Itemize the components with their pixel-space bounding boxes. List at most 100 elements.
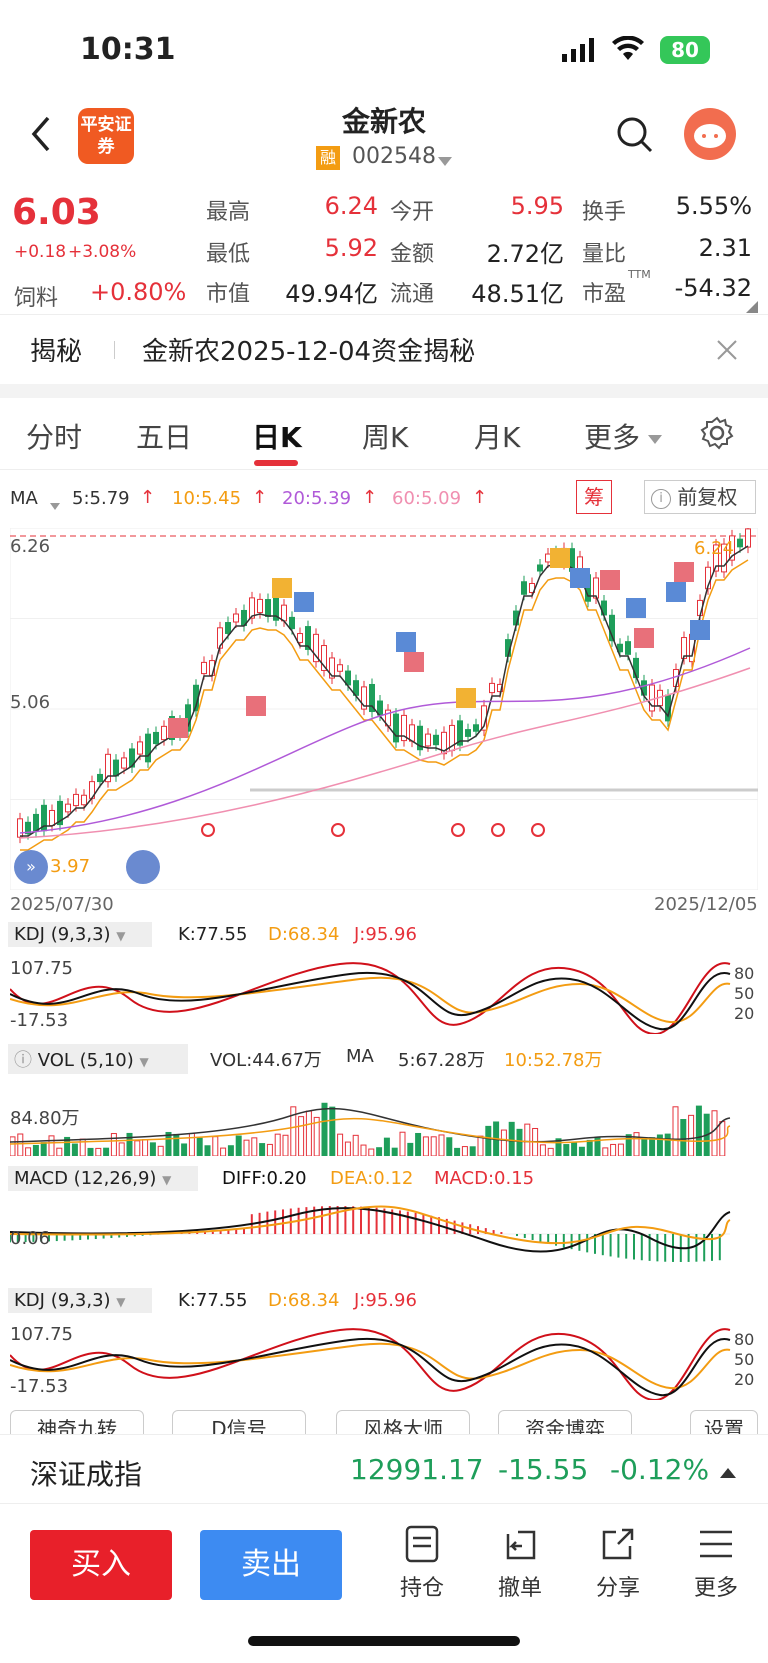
volume-bar bbox=[352, 1134, 359, 1156]
chip-distribution-button[interactable]: 筹 bbox=[576, 480, 612, 514]
quote-label: 量比 bbox=[582, 242, 627, 267]
candle-body bbox=[521, 581, 527, 595]
volume-bar bbox=[71, 1143, 78, 1156]
kdj-level-20: 20 bbox=[734, 1004, 755, 1023]
quote-label: 最高 bbox=[206, 200, 251, 225]
cancel-order-item[interactable]: 撤单 bbox=[480, 1524, 560, 1602]
candle-body bbox=[289, 616, 295, 630]
active-tab-underline bbox=[254, 460, 298, 466]
search-icon[interactable] bbox=[616, 116, 654, 158]
chip-2[interactable]: 风格大师 bbox=[336, 1410, 470, 1434]
tab-3[interactable]: 周K bbox=[362, 421, 409, 454]
candle-body bbox=[49, 809, 55, 827]
vol-title[interactable]: ⓘ VOL (5,10) ▼ bbox=[8, 1044, 188, 1074]
volume-bar bbox=[399, 1131, 406, 1156]
fullscreen-icon[interactable] bbox=[126, 850, 160, 884]
vol-value: VOL:44.67万 bbox=[210, 1050, 322, 1071]
notice-bar[interactable]: 揭秘 金新农2025-12-04资金揭秘 bbox=[0, 314, 768, 384]
close-icon[interactable] bbox=[716, 339, 738, 365]
more-dropdown-icon[interactable] bbox=[648, 430, 662, 449]
settings-gear-icon[interactable] bbox=[700, 416, 734, 454]
kdj-bottom: -17.53 bbox=[10, 1376, 69, 1397]
macd-zero: 0.06 bbox=[10, 1228, 51, 1249]
volume-bar bbox=[313, 1116, 320, 1156]
chip-0[interactable]: 神奇九转 bbox=[10, 1410, 144, 1434]
candle-body bbox=[433, 734, 439, 746]
candle-body bbox=[329, 657, 335, 679]
volume-bar bbox=[415, 1132, 422, 1156]
share-item[interactable]: 分享 bbox=[578, 1524, 658, 1602]
quote-value: 5.95 bbox=[510, 192, 564, 220]
quote-label: 市值 bbox=[206, 282, 251, 307]
kdj-j-line bbox=[10, 1328, 731, 1400]
date-end: 2025/12/05 bbox=[654, 894, 758, 915]
back-icon[interactable] bbox=[28, 114, 52, 158]
volume-bar bbox=[539, 1144, 546, 1156]
volume-bar bbox=[40, 1142, 47, 1156]
buy-button[interactable]: 买入 bbox=[30, 1530, 172, 1600]
vol-ma5-line bbox=[10, 1107, 731, 1143]
candle-body bbox=[105, 753, 111, 783]
ma-dropdown-icon[interactable] bbox=[50, 495, 60, 516]
volume-bar bbox=[368, 1148, 375, 1156]
kdj-d-line bbox=[10, 976, 731, 1024]
sell-button[interactable]: 卖出 bbox=[200, 1530, 342, 1600]
kdj-title[interactable]: KDJ (9,3,3) ▼ bbox=[8, 922, 152, 947]
volume-bar bbox=[110, 1133, 117, 1156]
kdj-title[interactable]: KDJ (9,3,3) ▼ bbox=[8, 1288, 152, 1313]
quote-value: 49.94亿 bbox=[285, 280, 378, 308]
candle-body bbox=[625, 641, 631, 655]
quote-value: -54.32 bbox=[674, 274, 752, 302]
tab-2[interactable]: 日K bbox=[252, 421, 302, 454]
signal-star-icon bbox=[201, 823, 215, 837]
expand-left-icon[interactable]: » bbox=[14, 850, 48, 884]
volume-bar bbox=[547, 1147, 554, 1156]
volume-bar bbox=[563, 1144, 570, 1156]
battery-icon: 80 bbox=[660, 36, 710, 64]
tab-4[interactable]: 月K bbox=[474, 421, 521, 454]
tab-1[interactable]: 五日 bbox=[136, 421, 193, 454]
quote-label: 流通 bbox=[390, 282, 435, 307]
ma60-up-icon: ↑ bbox=[472, 487, 488, 508]
candle-body bbox=[393, 713, 399, 743]
code-dropdown-icon[interactable] bbox=[438, 152, 452, 171]
signal-star-icon bbox=[451, 823, 465, 837]
volume-bar bbox=[578, 1146, 585, 1156]
candle-body bbox=[729, 535, 735, 561]
chip-3[interactable]: 资金博弈 bbox=[498, 1410, 632, 1434]
adjust-button[interactable]: i 前复权 bbox=[644, 480, 756, 514]
tab-0[interactable]: 分时 bbox=[26, 421, 83, 454]
ma-label[interactable]: MA bbox=[10, 488, 38, 509]
macd-panel: MACD (12,26,9) ▼ DIFF:0.20 DEA:0.12 MACD… bbox=[0, 1162, 768, 1280]
chip-4[interactable]: 设置 bbox=[690, 1410, 758, 1434]
candle-body bbox=[121, 757, 127, 769]
index-pct: -0.12% bbox=[610, 1453, 710, 1486]
chip-1[interactable]: D信号 bbox=[172, 1410, 306, 1434]
pe-ttm-tag: TTM bbox=[628, 268, 651, 281]
sector-name[interactable]: 饲料 bbox=[14, 286, 59, 311]
volume-bar bbox=[95, 1147, 102, 1156]
expand-up-icon[interactable] bbox=[720, 1463, 736, 1482]
tab-5[interactable]: 更多 bbox=[584, 421, 641, 454]
volume-bar bbox=[337, 1133, 344, 1156]
macd-title[interactable]: MACD (12,26,9) ▼ bbox=[8, 1166, 198, 1191]
volume-bar bbox=[305, 1110, 312, 1156]
assistant-avatar[interactable] bbox=[684, 108, 736, 160]
expand-corner-icon[interactable] bbox=[746, 298, 758, 317]
candle-body bbox=[233, 613, 239, 623]
index-ticker[interactable]: 深证成指 12991.17 -15.55 -0.12% bbox=[0, 1434, 768, 1504]
more-item[interactable]: 更多 bbox=[676, 1524, 756, 1602]
kline-chart[interactable]: 6.26 5.06 6.24 3.97 » bbox=[9, 522, 759, 891]
kdj-panel-1: KDJ (9,3,3) ▼ K:77.55 D:68.34 J:95.96 10… bbox=[0, 918, 768, 1036]
vol-ma10: 10:52.78万 bbox=[504, 1050, 603, 1071]
volume-bar bbox=[485, 1125, 492, 1156]
vol-ma5: 5:67.28万 bbox=[398, 1050, 486, 1071]
volume-bar bbox=[227, 1145, 234, 1156]
stock-code[interactable]: 002548 bbox=[352, 144, 436, 169]
kdj-k-line bbox=[10, 1337, 731, 1397]
volume-bar bbox=[586, 1139, 593, 1156]
volume-bar bbox=[571, 1142, 578, 1156]
macd-dea-line bbox=[10, 1205, 731, 1245]
positions-item[interactable]: 持仓 bbox=[382, 1524, 462, 1602]
candle-body bbox=[537, 564, 543, 572]
